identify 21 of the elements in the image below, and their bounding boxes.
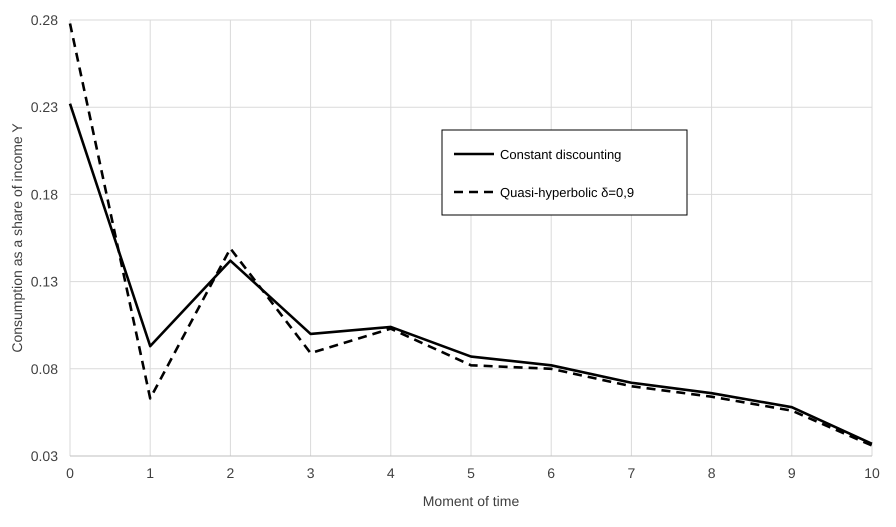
x-tick-label: 1	[146, 465, 154, 481]
y-tick-label: 0.08	[30, 360, 58, 377]
x-tick-label: 5	[467, 465, 476, 481]
x-tick-label: 0	[66, 465, 74, 481]
x-tick-label: 7	[628, 465, 636, 481]
x-tick-label: 10	[864, 465, 880, 481]
y-tick-label: 0.18	[30, 186, 58, 202]
legend-label: Quasi-hyperbolic δ=0,9	[500, 185, 634, 200]
x-tick-label: 6	[547, 465, 556, 481]
x-tick-label: 2	[226, 465, 234, 481]
y-tick-label: 0.28	[30, 12, 58, 28]
y-tick-label: 0.23	[30, 99, 58, 116]
x-tick-label: 8	[708, 465, 716, 481]
x-tick-label: 9	[788, 465, 796, 481]
x-tick-label: 4	[386, 465, 395, 481]
y-tick-label: 0.03	[30, 448, 58, 464]
y-tick-label: 0.13	[30, 274, 58, 290]
x-axis-title: Moment of time	[422, 493, 520, 509]
legend-label: Constant discounting	[500, 147, 622, 162]
y-axis-title: Consumption as a share of income Y	[9, 122, 25, 353]
x-tick-label: 3	[306, 465, 315, 481]
